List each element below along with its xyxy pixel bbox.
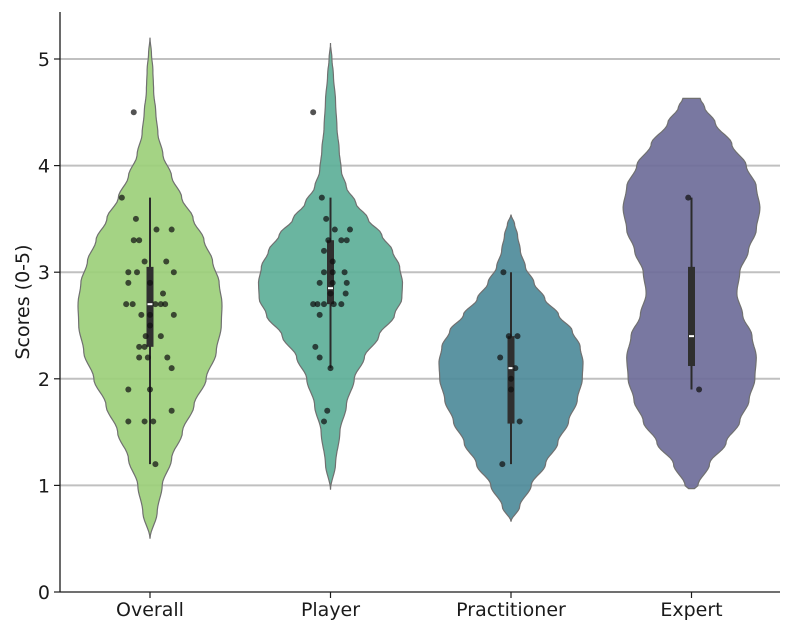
x-tick-label: Overall [116,599,184,621]
data-point-overall [125,386,132,393]
data-point-overall [141,418,148,425]
data-point-player [316,279,323,286]
data-point-player [318,194,325,201]
data-point-practitioner [499,461,506,468]
data-point-player [312,343,319,350]
data-point-player [316,311,323,318]
y-axis-title: Scores (0-5) [12,244,34,359]
data-point-overall [162,301,169,308]
data-point-player [338,301,345,308]
data-point-player [323,215,330,222]
data-point-player [343,279,350,286]
data-point-overall [152,461,159,468]
data-point-overall [134,269,141,276]
data-point-practitioner [512,365,519,372]
data-point-overall [141,258,148,265]
data-point-overall [132,215,139,222]
data-point-player [316,354,323,361]
data-point-player [324,407,331,414]
data-point-practitioner [505,333,512,340]
data-point-expert [685,194,692,201]
data-point-player [330,301,337,308]
axes: 0 1 2 3 4 5 Overall Player Practitioner Expert [38,12,780,621]
data-point-practitioner [516,418,523,425]
iqr-box-expert [688,266,695,367]
data-point-overall [157,301,164,308]
data-point-practitioner [500,269,507,276]
data-point-overall [141,343,148,350]
data-point-overall [118,194,125,201]
data-point-overall [159,290,166,297]
data-point-practitioner [497,354,504,361]
data-point-overall [147,311,153,318]
data-point-overall [170,311,177,318]
x-tick-label: Player [301,599,360,621]
x-tick-label: Practitioner [456,599,566,621]
data-point-player [321,247,328,254]
data-point-overall [168,407,175,414]
data-point-overall [168,365,175,372]
y-tick-label: 0 [38,582,50,604]
y-tick-label: 5 [38,49,50,71]
data-point-player [329,279,336,286]
data-point-overall [125,269,132,276]
data-point-overall [164,354,171,361]
data-point-player [329,269,336,276]
data-point-player [310,109,317,116]
data-point-overall [152,301,159,308]
data-point-player [346,226,353,233]
data-point-player [341,269,348,276]
data-point-practitioner [508,375,514,382]
y-tick-label: 3 [38,262,50,284]
data-point-overall [123,301,130,308]
y-tick-label: 4 [38,156,50,178]
data-point-overall [136,343,143,350]
data-point-overall [130,109,137,116]
box-plots [146,197,695,465]
data-point-player [321,269,328,276]
data-point-overall [144,354,151,361]
data-point-overall [138,311,145,318]
data-point-player [327,365,334,372]
data-point-overall [130,237,137,244]
data-point-overall [170,269,177,276]
data-points [118,109,703,468]
data-point-player [343,237,350,244]
y-tick-label: 1 [38,475,50,497]
data-point-player [310,301,317,308]
violins [77,37,761,539]
data-point-expert [696,386,703,393]
data-point-overall [129,301,136,308]
data-point-overall [147,279,153,286]
data-point-practitioner [508,386,514,393]
data-point-player [321,418,328,425]
data-point-player [321,301,328,308]
data-point-player [331,226,338,233]
data-point-overall [125,418,132,425]
y-tick-label: 2 [38,369,50,391]
data-point-overall [163,258,170,265]
data-point-overall [153,226,160,233]
data-point-overall [142,333,149,340]
data-point-overall [150,418,157,425]
data-point-player [325,237,332,244]
data-point-overall [147,386,153,393]
data-point-overall [136,354,143,361]
data-point-overall [147,322,153,329]
data-point-player [329,258,336,265]
data-point-overall [136,237,143,244]
data-point-player [338,237,345,244]
iqr-box-overall [146,266,154,347]
x-tick-label: Expert [660,599,722,621]
data-point-player [327,290,334,297]
data-point-player [342,290,349,297]
data-point-overall [168,226,175,233]
data-point-overall [157,333,164,340]
data-point-player [314,301,321,308]
data-point-practitioner [514,333,521,340]
data-point-overall [125,279,132,286]
